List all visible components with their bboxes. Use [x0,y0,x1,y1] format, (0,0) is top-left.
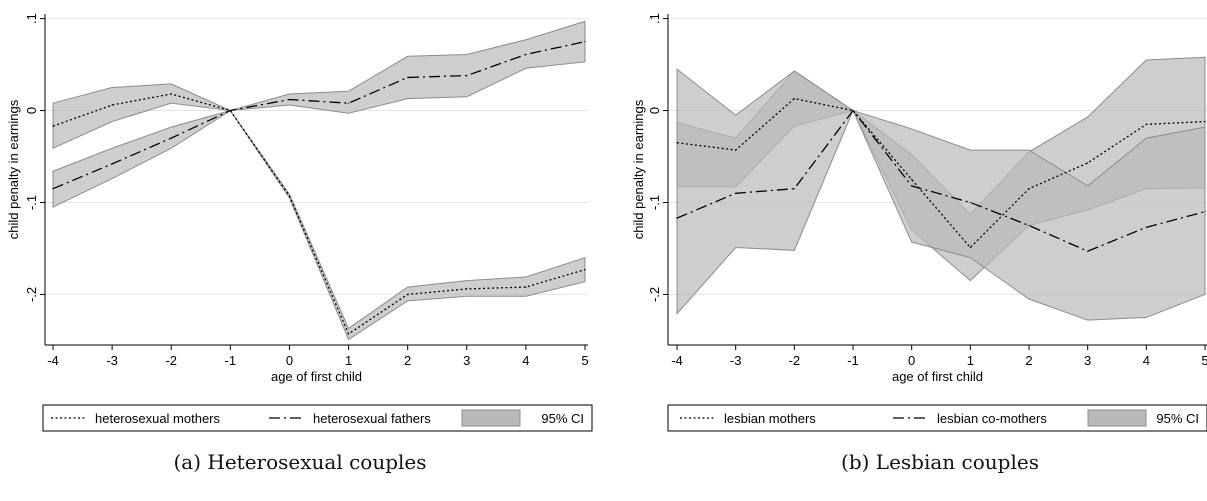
x-tick-label: -4 [671,353,683,368]
data-point [735,149,737,151]
series-line-1 [676,109,1206,252]
x-tick-label: 5 [1201,353,1207,368]
data-point [1087,250,1089,252]
data-point [584,269,586,271]
legend-label: 95% CI [541,411,584,426]
legend-swatch [1087,409,1147,427]
data-point [111,104,113,106]
x-tick-label: -3 [730,353,742,368]
data-point [911,185,913,187]
data-point [52,188,54,190]
panel-1: .1 0 -.1 -.2 -4 -3 -2 -1 0 1 2 3 4 5 age of first chil… [631,13,1207,432]
y-tick-label: .1 [647,13,662,24]
x-tick-label: 2 [1025,353,1032,368]
x-tick-label: 1 [345,353,352,368]
x-tick-label: 4 [1143,353,1150,368]
data-point [1145,123,1147,125]
data-point [1204,120,1206,123]
x-tick-label: -3 [106,353,118,368]
x-tick-label: -2 [165,353,177,368]
data-point [466,75,468,77]
y-tick-label: -.1 [24,195,39,210]
data-point [584,40,586,43]
legend-label: lesbian co-mothers [937,411,1047,426]
data-point [1087,162,1089,164]
x-axis-label: age of first child [271,369,362,384]
ci-band [52,83,586,341]
data-point [407,293,409,296]
x-tick-label: -2 [789,353,801,368]
series-line-0 [676,97,1206,249]
data-point [407,76,409,79]
data-point [347,333,350,335]
y-axis-label: child penalty in earnings [631,99,646,239]
data-point [852,109,854,112]
ci-band [52,20,586,208]
y-tick-label: -.1 [647,195,662,210]
data-point [1028,188,1030,190]
y-tick-label: .1 [24,13,39,24]
data-point [466,288,468,290]
data-point [1145,226,1147,228]
data-point [793,97,795,100]
data-point [1028,224,1030,227]
data-point [525,53,527,56]
data-point [735,192,737,194]
legend-label: lesbian mothers [724,411,816,426]
x-tick-label: 5 [581,353,588,368]
x-axis-label: age of first child [892,369,983,384]
panel-0: .1 0 -.1 -.2 -4 -3 -2 -1 0 1 2 3 4 5 age of first chil… [6,13,593,432]
data-point [111,163,113,165]
data-point [911,178,913,181]
y-tick-label: 0 [647,107,662,114]
data-point [229,109,231,112]
data-point [52,125,54,127]
legend-label: heterosexual mothers [95,411,221,426]
x-tick-label: 4 [522,353,529,368]
y-tick-label: 0 [24,107,39,114]
legend-label: heterosexual fathers [313,411,431,426]
x-tick-label: -4 [47,353,59,368]
data-point [170,137,172,139]
data-point [347,102,350,104]
data-point [288,98,291,101]
data-point [525,286,527,288]
series-line-0 [52,93,586,335]
data-point [288,195,291,197]
data-point [1204,211,1206,213]
y-tick-label: -.2 [24,287,39,302]
y-axis-label: child penalty in earnings [6,99,21,239]
x-tick-label: 3 [1084,353,1091,368]
data-point [170,93,172,95]
x-tick-label: -1 [847,353,859,368]
data-point [969,201,971,204]
data-point [969,246,971,249]
legend-label: 95% CI [1156,411,1199,426]
x-tick-label: 0 [286,353,293,368]
x-tick-label: 1 [967,353,974,368]
legend-swatch [461,409,521,427]
series-line-1 [52,40,586,190]
x-tick-label: 2 [404,353,411,368]
data-point [676,217,678,219]
data-point [676,142,678,144]
data-point [793,188,795,190]
x-tick-label: -1 [225,353,237,368]
y-tick-label: -.2 [647,287,662,302]
caption-heterosexual: (a) Heterosexual couples [173,450,427,474]
caption-lesbian: (b) Lesbian couples [841,450,1039,474]
x-tick-label: 0 [908,353,915,368]
x-tick-label: 3 [463,353,470,368]
